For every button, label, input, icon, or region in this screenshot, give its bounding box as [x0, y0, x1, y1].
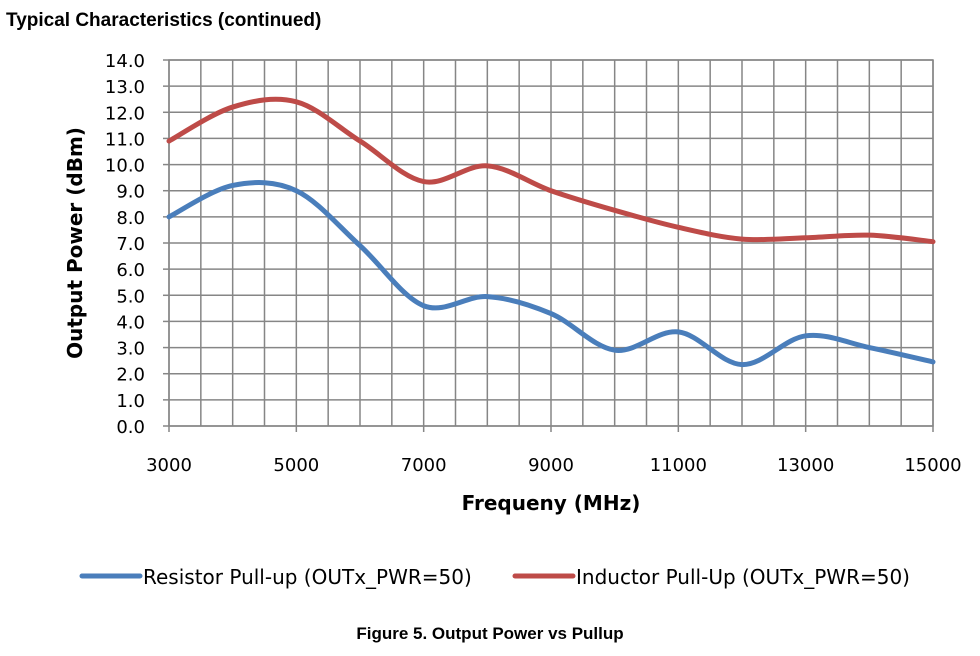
section-title: Typical Characteristics (continued) — [6, 10, 322, 31]
x-tick-label: 9000 — [528, 455, 574, 476]
legend-label-2: Inductor Pull-Up (OUTx_PWR=50) — [576, 565, 910, 589]
y-tick-label: 12.0 — [105, 103, 145, 124]
x-tick-label: 7000 — [401, 455, 447, 476]
y-tick-label: 1.0 — [116, 391, 145, 412]
y-tick-label: 13.0 — [105, 77, 145, 98]
x-tick-label: 11000 — [650, 455, 707, 476]
y-tick-label: 2.0 — [116, 365, 145, 386]
chart-grid — [168, 59, 934, 427]
x-tick-label: 15000 — [904, 455, 961, 476]
figure-caption: Figure 5. Output Power vs Pullup — [356, 624, 624, 643]
y-tick-label: 7.0 — [116, 234, 145, 255]
series-line-1 — [166, 180, 936, 368]
y-tick-label: 5.0 — [116, 286, 145, 307]
x-tick-label: 5000 — [273, 455, 319, 476]
x-tick-label: 3000 — [146, 455, 192, 476]
y-tick-label: 14.0 — [105, 51, 145, 72]
axis-ticks: 0.0 1.0 2.0 3.0 4.0 5.0 6.0 7.0 8.0 9.0 10.0 11.0 12… — [105, 51, 962, 476]
y-tick-label: 8.0 — [116, 208, 145, 229]
y-tick-label: 9.0 — [116, 182, 145, 203]
series-lines — [166, 96, 936, 368]
legend-label-1: Resistor Pull-up (OUTx_PWR=50) — [143, 565, 472, 589]
y-tick-label: 4.0 — [116, 312, 145, 333]
y-tick-label: 0.0 — [116, 417, 145, 438]
series-line-2 — [166, 96, 936, 245]
y-tick-label: 11.0 — [105, 129, 145, 150]
chart-legend: Resistor Pull-up (OUTx_PWR=50) Inductor P… — [79, 565, 910, 589]
y-tick-label: 6.0 — [116, 260, 145, 281]
x-axis-title: Frequeny (MHz) — [462, 491, 641, 515]
y-tick-label: 10.0 — [105, 156, 145, 177]
y-axis-title: Output Power (dBm) — [63, 127, 87, 359]
x-tick-label: 13000 — [777, 455, 834, 476]
y-tick-label: 3.0 — [116, 339, 145, 360]
